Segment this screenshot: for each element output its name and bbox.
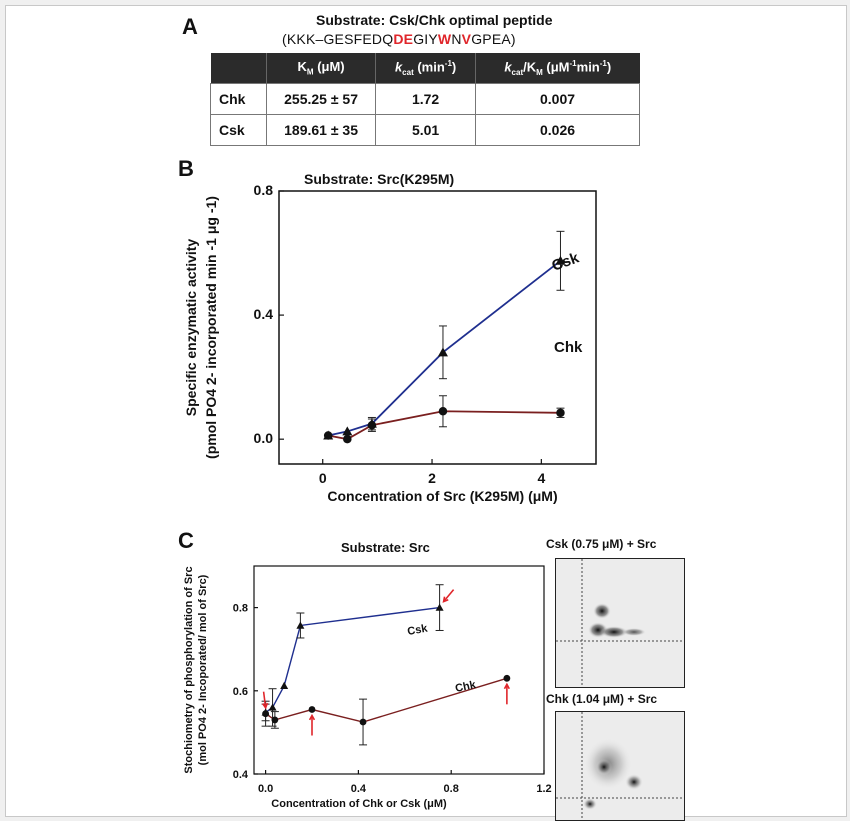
y-tick-label: 0.0 xyxy=(254,430,274,446)
data-point-chk xyxy=(323,431,333,440)
chart-b: Substrate: Src(K295M) 0 2 4 0.0 0.4 0.8 Concent… xyxy=(183,174,597,504)
series-line-csk xyxy=(265,606,440,714)
series-annotation-chk: Chk xyxy=(454,679,478,695)
chart-title: Substrate: Src(K295M) xyxy=(304,174,454,187)
gel-spots-chk xyxy=(556,712,684,820)
peptide-part: DE xyxy=(393,31,414,47)
table-cell-kcat: 5.01 xyxy=(375,114,477,146)
chart-title: Substrate: Src xyxy=(341,540,430,555)
gel-image-csk xyxy=(555,558,685,688)
series-annotation-chk: Chk xyxy=(554,339,583,356)
table-cell-name: Csk xyxy=(210,114,267,146)
table-header-row: KM (μM) kcat (min-1) kcat/KM (μM-1min-1) xyxy=(210,53,640,84)
plot-frame xyxy=(253,565,545,775)
peptide-sequence: (KKK–GESFEDQDEGIYWNVGPEA) xyxy=(282,31,516,47)
table-cell-ratio: 0.007 xyxy=(475,83,640,115)
peptide-part: W xyxy=(437,31,452,47)
table-header-kcat: kcat (min-1) xyxy=(375,53,477,84)
data-point-chk xyxy=(271,716,279,724)
y-tick-label: 0.8 xyxy=(233,603,248,615)
y-axis-label-line2: (mol PO4 2- Incoporated/ mol of Src) xyxy=(197,574,209,765)
peptide-part: V xyxy=(461,31,472,47)
x-tick-label: 1.2 xyxy=(536,783,551,795)
table-cell-km: 189.61 ± 35 xyxy=(265,114,377,146)
data-point-chk xyxy=(343,434,352,444)
red-arrowhead-icon xyxy=(503,682,510,690)
table-cell-name: Chk xyxy=(210,83,267,115)
series-annotation-csk: Csk xyxy=(406,622,429,637)
data-point-chk xyxy=(367,420,377,430)
plot-frame xyxy=(278,190,597,465)
data-point-csk xyxy=(280,681,289,690)
x-tick-label: 4 xyxy=(537,470,545,486)
data-point-csk xyxy=(437,347,448,357)
panel-letter-c: C xyxy=(178,528,194,553)
table-row: Csk 189.61 ± 35 5.01 0.026 xyxy=(210,114,640,146)
table-row: Chk 255.25 ± 57 1.72 0.007 xyxy=(210,83,640,115)
x-tick-label: 0.4 xyxy=(351,783,367,795)
data-point-csk xyxy=(435,603,444,611)
red-arrow-icon xyxy=(262,691,267,708)
data-point-chk xyxy=(556,408,565,418)
red-arrowhead-icon xyxy=(262,702,269,710)
peptide-part: (KKK–GESFEDQ xyxy=(282,31,394,47)
data-point-chk xyxy=(308,706,316,713)
data-point-chk xyxy=(503,674,511,682)
x-tick-label: 0 xyxy=(319,470,327,486)
peptide-part: GIY xyxy=(413,31,438,47)
x-tick-label: 0.0 xyxy=(258,783,273,795)
x-tick-label: 0.8 xyxy=(444,783,459,795)
panel-a-title: Substrate: Csk/Chk optimal peptide xyxy=(316,12,553,28)
data-point-csk xyxy=(342,426,353,436)
gel-label-chk: Chk (1.04 μM) + Src xyxy=(546,692,658,706)
table-header-blank xyxy=(210,53,267,84)
kinetics-table: KM (μM) kcat (min-1) kcat/KM (μM-1min-1)… xyxy=(210,53,640,146)
series-annotation-csk: Csk xyxy=(550,249,582,275)
table-cell-kcat: 1.72 xyxy=(375,83,477,115)
table-cell-ratio: 0.026 xyxy=(475,114,640,146)
x-axis-label: Concentration of Chk or Csk (μM) xyxy=(271,798,447,810)
x-tick-label: 2 xyxy=(428,470,436,486)
x-axis-label: Concentration of Src (K295M) (μM) xyxy=(327,488,557,504)
y-tick-label: 0.6 xyxy=(233,686,248,698)
data-point-chk xyxy=(262,710,269,718)
y-tick-label: 0.4 xyxy=(233,769,249,781)
peptide-part: N xyxy=(451,31,462,47)
table-header-ratio: kcat/KM (μM-1min-1) xyxy=(475,53,640,84)
data-point-csk xyxy=(296,621,305,629)
table-header-km: KM (μM) xyxy=(266,53,377,84)
figure-frame: A Substrate: Csk/Chk optimal peptide (KK… xyxy=(5,5,847,821)
gel-spots-csk xyxy=(556,559,684,687)
peptide-part: GPEA) xyxy=(471,31,516,47)
table-cell-km: 255.25 ± 57 xyxy=(265,83,377,115)
panel-letter-b: B xyxy=(178,156,194,181)
series-line-chk xyxy=(328,410,561,441)
panel-letter-a: A xyxy=(182,14,198,39)
red-arrowhead-icon xyxy=(442,596,449,603)
kinetics-table-body: Chk 255.25 ± 57 1.72 0.007 Csk 189.61 ± 35 5.0… xyxy=(210,83,640,146)
y-axis-label-line1: Stochiometry of phosphorylation of Src xyxy=(183,566,195,773)
chart-c: Substrate: Src 0.0 0.4 0.8 1.2 0.4 0.6 0.8 Conce… xyxy=(183,540,552,810)
y-axis-label-line1: Specific enzymatic activity xyxy=(183,239,199,417)
red-arrow-icon xyxy=(442,589,455,603)
y-tick-label: 0.8 xyxy=(254,182,274,198)
y-tick-label: 0.4 xyxy=(254,306,274,322)
data-point-chk xyxy=(438,407,448,416)
gel-label-csk: Csk (0.75 μM) + Src xyxy=(546,537,657,551)
y-axis-label-line2: (pmol PO4 2- incorporated min -1 μg -1) xyxy=(203,196,219,459)
gel-image-chk xyxy=(555,711,685,821)
data-point-chk xyxy=(359,718,367,726)
data-point-csk xyxy=(268,703,277,711)
data-point-csk xyxy=(555,255,566,265)
red-arrowhead-icon xyxy=(308,713,316,721)
